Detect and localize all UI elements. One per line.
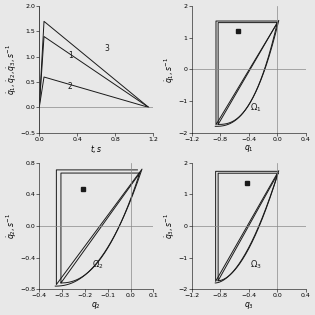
Text: 2: 2 (68, 82, 72, 91)
Text: 3: 3 (104, 44, 109, 53)
Y-axis label: $\dot{q}_3, s^{-1}$: $\dot{q}_3, s^{-1}$ (163, 213, 177, 239)
X-axis label: $q_3$: $q_3$ (244, 300, 254, 311)
Text: 1: 1 (68, 51, 72, 60)
X-axis label: $q_1$: $q_1$ (244, 143, 254, 154)
Text: $\Omega_1$: $\Omega_1$ (250, 101, 262, 114)
Y-axis label: $\dot{q}_1, s^{-1}$: $\dot{q}_1, s^{-1}$ (163, 56, 177, 83)
Y-axis label: $\dot{q}_2, s^{-1}$: $\dot{q}_2, s^{-1}$ (4, 213, 19, 239)
Text: $\Omega_2$: $\Omega_2$ (92, 258, 103, 271)
Text: $\Omega_3$: $\Omega_3$ (250, 258, 262, 271)
X-axis label: $t, s$: $t, s$ (90, 143, 103, 155)
Y-axis label: $\dot{q}_1, \dot{q}_2, \dot{q}_3, s^{-1}$: $\dot{q}_1, \dot{q}_2, \dot{q}_3, s^{-1}… (4, 44, 19, 95)
X-axis label: $q_2$: $q_2$ (91, 300, 101, 311)
